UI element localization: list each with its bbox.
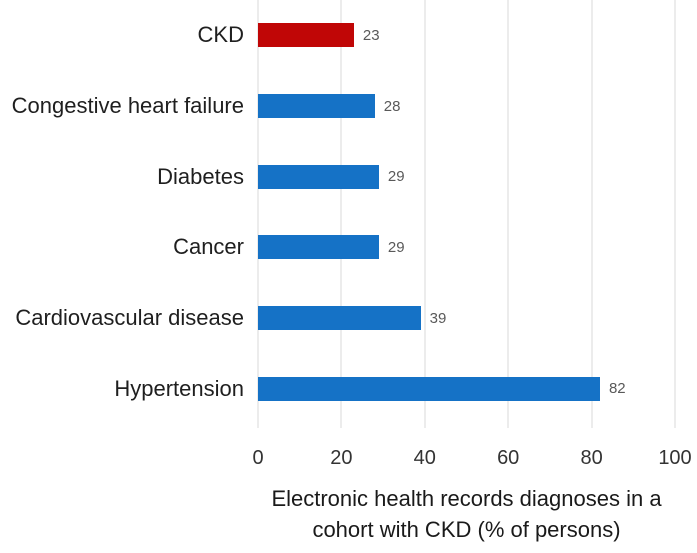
x-axis-tick-label: 80 <box>580 447 603 469</box>
category-label: Hypertension <box>114 375 244 401</box>
bar-rows: CKD 23 Congestive heart failure 28 Diabetes 2… <box>0 0 697 424</box>
bar <box>258 164 379 189</box>
x-axis-title-line1: Electronic health records diagnoses in a <box>271 486 662 511</box>
bar-row: Hypertension 82 <box>0 353 697 424</box>
category-label: CKD <box>197 22 244 48</box>
bar-track: 29 <box>258 212 697 283</box>
x-axis-tick-label: 20 <box>330 447 353 469</box>
bar <box>258 376 600 401</box>
bar-row: Cardiovascular disease 39 <box>0 283 697 354</box>
bar-row: Diabetes 29 <box>0 141 697 212</box>
bar-row: CKD 23 <box>0 0 697 71</box>
x-axis-tick-label: 40 <box>413 447 436 469</box>
bar <box>258 306 421 331</box>
x-axis: 0 20 40 60 80 100 <box>252 447 691 473</box>
category-label: Congestive heart failure <box>11 93 244 118</box>
bar <box>258 94 375 118</box>
value-label: 82 <box>608 380 626 398</box>
x-axis-tick-label: 100 <box>658 447 692 469</box>
bar <box>258 23 354 48</box>
x-axis-title-line2: cohort with CKD (% of persons) <box>312 517 621 542</box>
bar <box>258 235 379 260</box>
value-label: 23 <box>362 26 380 44</box>
category-label: Cancer <box>173 234 244 260</box>
category-label: Diabetes <box>157 163 244 189</box>
bar-row: Congestive heart failure 28 <box>0 71 697 142</box>
x-axis-tick-label: 60 <box>497 447 520 469</box>
bar-track: 28 <box>258 71 697 142</box>
bar-track: 82 <box>258 353 697 424</box>
bar-track: 23 <box>258 0 697 71</box>
value-label: 29 <box>387 168 405 186</box>
value-label: 29 <box>387 238 405 256</box>
category-label: Cardiovascular disease <box>15 305 244 331</box>
value-label: 28 <box>383 97 401 115</box>
bar-track: 39 <box>258 283 697 354</box>
x-axis-title: Electronic health records diagnoses in a… <box>238 483 695 545</box>
bar-row: Cancer 29 <box>0 212 697 283</box>
x-axis-tick-label: 0 <box>252 447 264 469</box>
value-label: 39 <box>429 309 447 327</box>
bar-track: 29 <box>258 141 697 212</box>
